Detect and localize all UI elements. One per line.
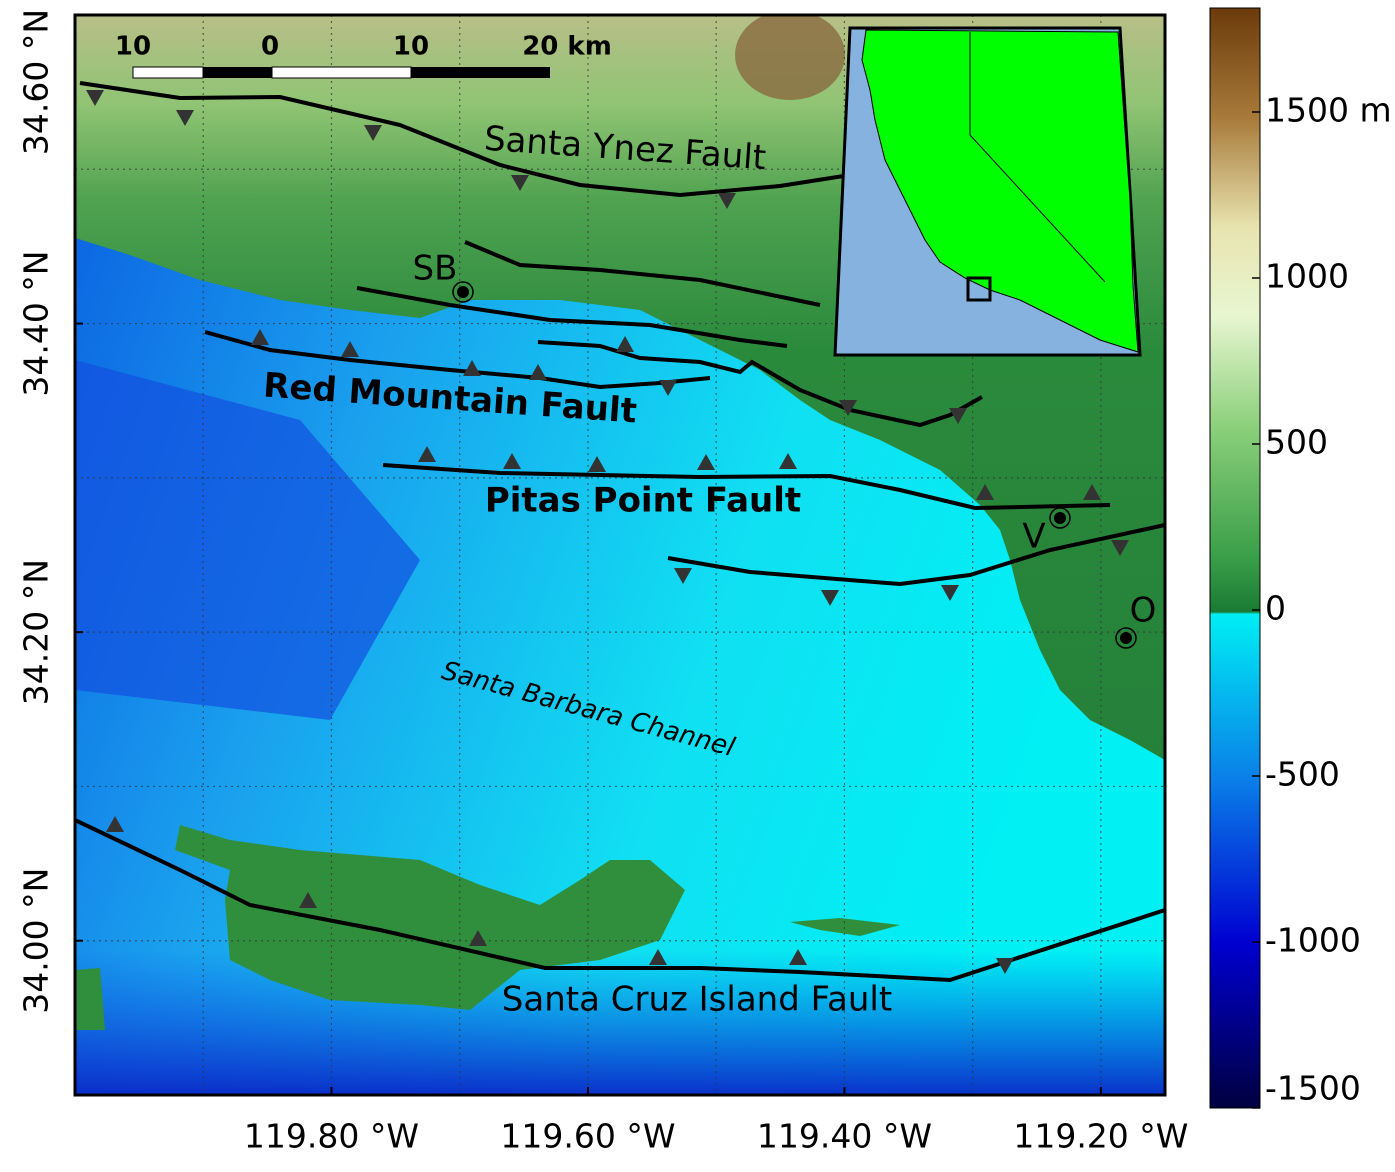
city-ring [452,281,474,303]
thrust-tooth [779,453,797,469]
thrust-tooth [86,90,104,106]
city-dot [457,286,469,298]
thrust-tooth [659,380,677,396]
thrust-tooth [529,364,547,380]
thrust-tooth [176,110,194,126]
scale-label: 0 [261,32,279,62]
fault-line [464,240,821,307]
city-label: SB [413,249,458,289]
thrust-tooth [789,949,807,965]
y-tick-label: 34.40 °N [17,250,56,396]
colorbar-label: 1500 m [1265,91,1392,130]
thrust-tooth [976,484,994,500]
inset-map [833,26,1142,357]
x-tick-label: 119.40 °W [757,1117,932,1156]
thrust-tooth [674,568,692,584]
scale-segment [271,66,412,79]
scale-label: 10 [393,32,429,62]
mountain [735,15,845,100]
thrust-tooth [821,590,839,606]
colorbar-label: -1500 [1265,1069,1361,1108]
city-label: O [1130,591,1157,631]
y-tick-label: 34.20 °N [17,559,56,705]
colorbar-label: -1000 [1265,921,1361,960]
inset-land [861,29,1139,353]
fault-line [356,286,788,348]
thrust-tooth [649,949,667,965]
thrust-tooth [616,336,634,352]
fault-line [667,523,1165,587]
map-frame [73,13,1167,1097]
thrust-tooth [251,329,269,345]
thrust-tooth [839,400,857,416]
island [175,825,685,1010]
scale-label: 10 [115,32,151,62]
fault-line [204,330,711,390]
colorbar-label: 0 [1265,589,1286,628]
fault-label: Santa Cruz Island Fault [502,980,892,1020]
city-ring [1115,627,1137,649]
colorbar-label: 500 [1265,423,1328,462]
inset-border [969,32,1106,283]
thrust-tooth [503,453,521,469]
y-tick-label: 34.60 °N [17,9,56,155]
thrust-tooth [1083,484,1101,500]
fault-line [79,81,851,198]
city-label: V [1022,517,1045,557]
city-dot [1054,512,1066,524]
island [75,968,105,1030]
fault-line [75,818,1165,983]
scale-label: 20 km [522,32,612,62]
scale-segment [203,67,272,78]
deep-basin [75,950,1165,1095]
city-ring [1049,507,1071,529]
x-tick-label: 119.60 °W [500,1117,675,1156]
city-dot [1120,632,1132,644]
thrust-tooth [469,930,487,946]
scale-segment [132,66,204,79]
scale-segment [411,67,550,78]
y-tick-label: 34.00 °N [17,868,56,1014]
thrust-tooth [996,958,1014,974]
thrust-tooth [364,125,382,141]
thrust-tooth [511,175,529,191]
thrust-tooth [299,892,317,908]
fault-label: Pitas Point Fault [485,481,801,521]
thrust-tooth [1111,540,1129,556]
fault-line [537,340,983,428]
deep-basin [75,360,420,720]
x-tick-label: 119.80 °W [244,1117,419,1156]
thrust-tooth [697,454,715,470]
thrust-tooth [463,360,481,376]
x-tick-label: 119.20 °W [1013,1117,1188,1156]
thrust-tooth [588,456,606,472]
grid [75,15,1165,1095]
thrust-tooth [949,408,967,424]
colorbar-label: 1000 [1265,257,1349,296]
thrust-tooth [106,816,124,832]
colorbar [1209,7,1261,1109]
thrust-tooth [418,446,436,462]
thrust-tooth [718,193,736,209]
colorbar-label: -500 [1265,755,1340,794]
fault-line [382,463,1111,511]
thrust-tooth [341,341,359,357]
inset-locator [966,276,992,302]
faults [75,81,1165,983]
thrust-tooth [941,585,959,601]
